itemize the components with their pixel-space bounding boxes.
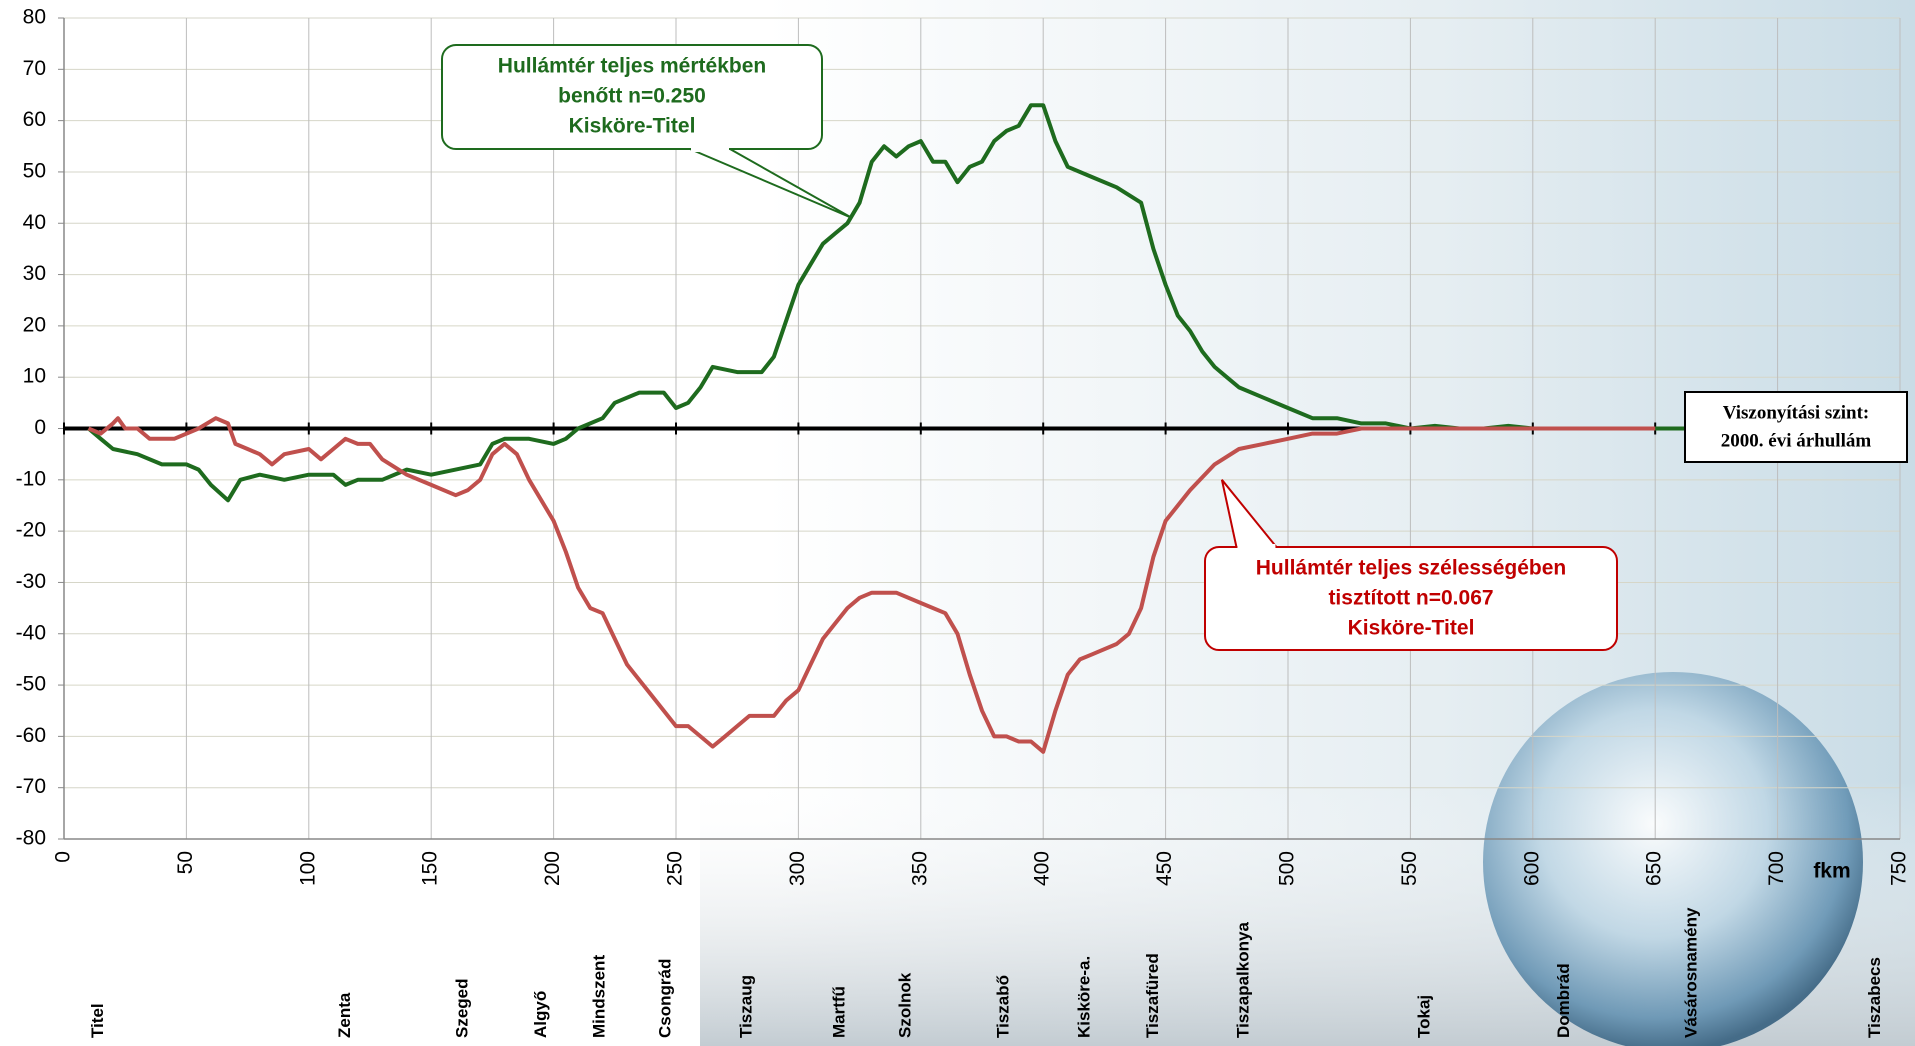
- station-label: Vásárosnamény: [1681, 907, 1700, 1038]
- callout-box: [441, 44, 823, 150]
- station-label: Kisköre-a.: [1074, 956, 1093, 1038]
- x-tick-label: 0: [52, 851, 75, 863]
- x-tick-label: 150: [419, 851, 442, 886]
- y-tick-label: 20: [23, 313, 46, 336]
- y-tick-label: 30: [23, 262, 46, 285]
- station-label: Algyő: [531, 991, 550, 1038]
- y-tick-label: 80: [23, 6, 46, 29]
- x-tick-label: 200: [541, 851, 564, 886]
- station-label: Tiszaug: [736, 975, 755, 1038]
- y-tick-label: 70: [23, 57, 46, 80]
- x-tick-label: 700: [1765, 851, 1788, 886]
- station-label: Titel: [88, 1003, 107, 1038]
- y-tick-label: 50: [23, 159, 46, 182]
- y-tick-label: 10: [23, 365, 46, 388]
- station-label: Csongrád: [656, 959, 675, 1038]
- station-label: Dombrád: [1554, 963, 1573, 1038]
- y-tick-label: 40: [23, 211, 46, 234]
- y-tick-label: -10: [16, 467, 46, 490]
- x-axis-label: fkm: [1813, 860, 1850, 883]
- callout-cover: [1237, 544, 1276, 550]
- series-line: [87, 103, 1900, 503]
- callout-cover: [691, 146, 729, 152]
- x-tick-label: 500: [1276, 851, 1299, 886]
- series-line: [87, 416, 1656, 754]
- station-label: Martfű: [830, 986, 849, 1038]
- x-tick-label: 650: [1643, 851, 1666, 886]
- y-tick-label: -70: [16, 775, 46, 798]
- station-label: Tiszapalkonya: [1233, 922, 1252, 1038]
- y-tick-label: -40: [16, 621, 46, 644]
- station-label: Tiszabő: [994, 975, 1013, 1038]
- station-label: Tiszabecs: [1865, 957, 1884, 1038]
- callout-text: tisztított n=0.067: [1328, 587, 1493, 610]
- y-tick-label: 0: [34, 416, 46, 439]
- callout-text: Kisköre-Titel: [569, 115, 696, 138]
- x-tick-label: 600: [1520, 851, 1543, 886]
- x-tick-label: 450: [1153, 851, 1176, 886]
- y-tick-label: -60: [16, 724, 46, 747]
- reference-text: 2000. évi árhullám: [1721, 430, 1872, 451]
- globe-decoration: [1483, 672, 1863, 1046]
- reference-box: [1684, 391, 1908, 463]
- x-tick-label: 250: [664, 851, 687, 886]
- x-tick-label: 100: [296, 851, 319, 886]
- reference-text: Viszonyítási szint:: [1723, 402, 1870, 423]
- y-tick-label: -80: [16, 827, 46, 850]
- y-tick-label: -30: [16, 570, 46, 593]
- station-label: Szeged: [453, 978, 472, 1038]
- x-tick-label: 50: [174, 851, 197, 874]
- station-label: Tokaj: [1415, 995, 1434, 1038]
- x-tick-label: 750: [1888, 851, 1911, 886]
- callout-text: Hullámtér teljes szélességében: [1256, 557, 1566, 580]
- callout-text: benőtt n=0.250: [558, 85, 706, 108]
- station-label: Tiszafüred: [1143, 953, 1162, 1038]
- y-tick-label: 60: [23, 108, 46, 131]
- station-label: Szolnok: [896, 972, 915, 1038]
- callout-text: Hullámtér teljes mértékben: [498, 55, 766, 78]
- x-tick-label: 300: [786, 851, 809, 886]
- station-label: Mindszent: [590, 955, 609, 1038]
- x-tick-label: 350: [908, 851, 931, 886]
- station-label: Zenta: [335, 992, 354, 1038]
- callout-text: Kisköre-Titel: [1348, 617, 1475, 640]
- callout-box: [1204, 546, 1618, 651]
- x-tick-label: 400: [1031, 851, 1054, 886]
- y-tick-label: -50: [16, 673, 46, 696]
- x-tick-label: 550: [1398, 851, 1421, 886]
- y-tick-label: -20: [16, 519, 46, 542]
